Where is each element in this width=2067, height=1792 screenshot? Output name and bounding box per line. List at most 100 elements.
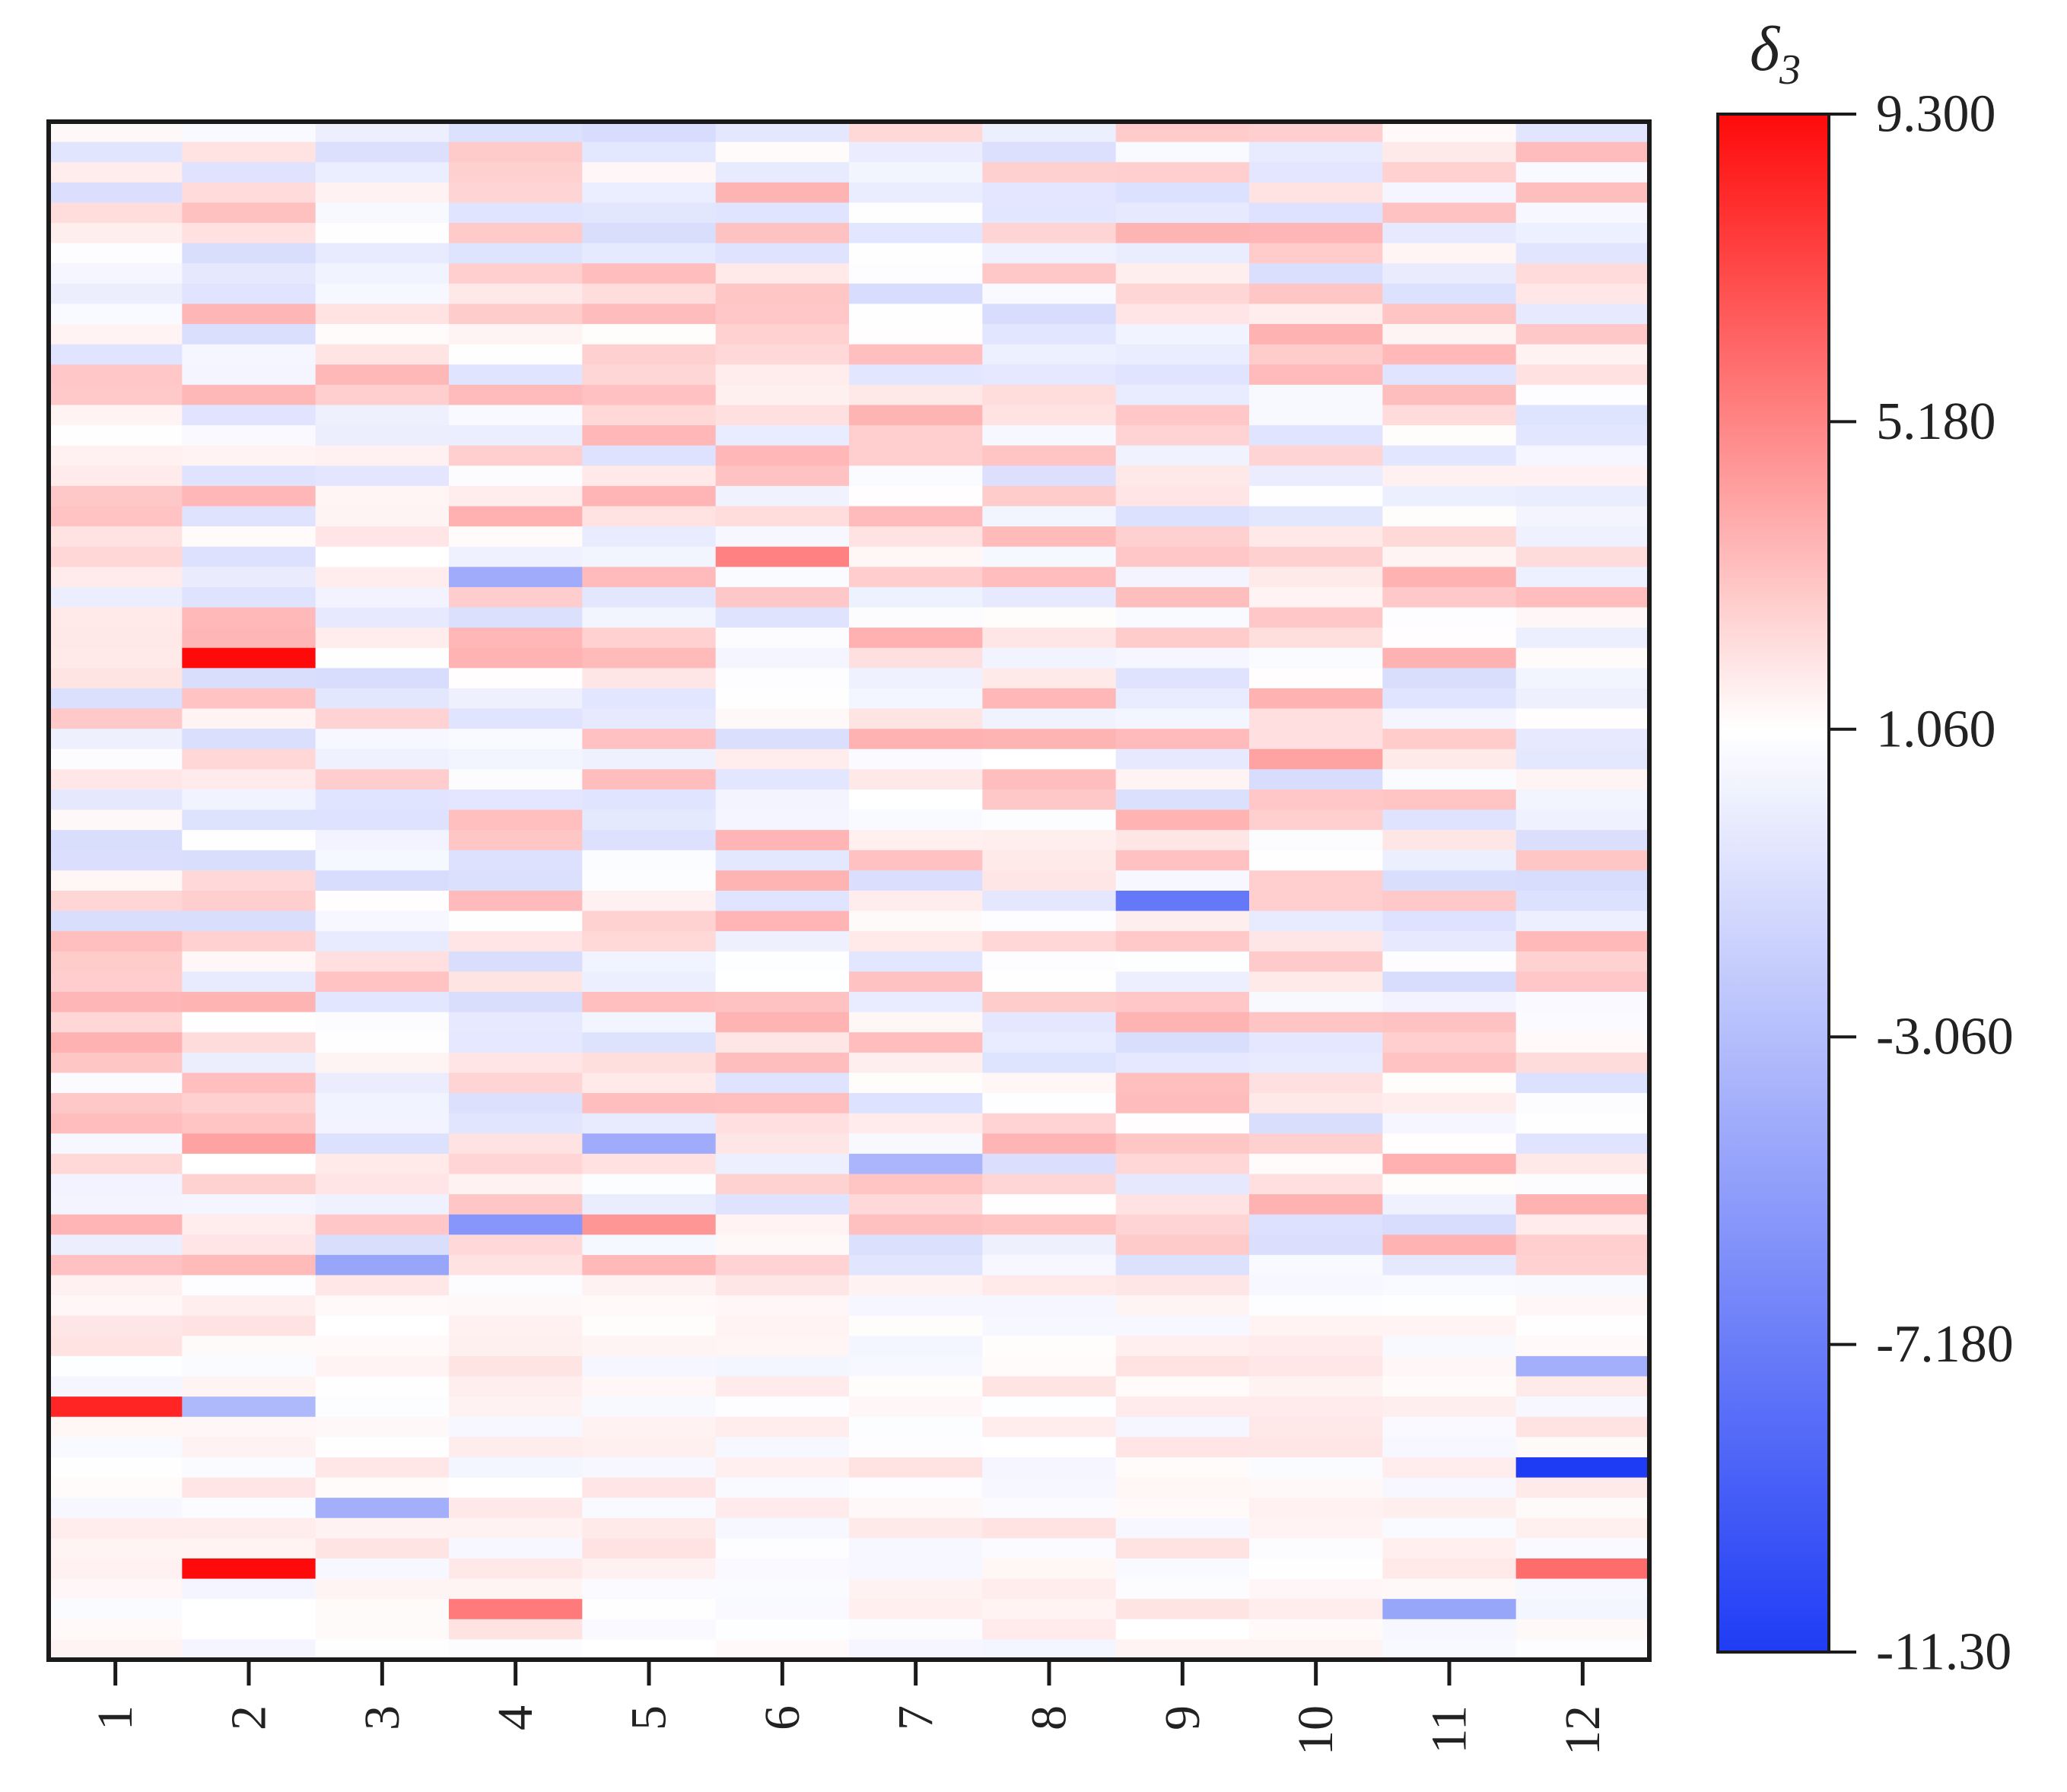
heatmap-cell [182, 122, 316, 143]
heatmap-cell [315, 1498, 450, 1519]
heatmap-cell [1515, 243, 1650, 264]
heatmap-cell [1115, 1558, 1250, 1580]
heatmap-cell [182, 870, 316, 891]
heatmap-cell [449, 1619, 583, 1640]
heatmap-cell [315, 1599, 450, 1620]
heatmap-cell [849, 1599, 983, 1620]
heatmap-cell [449, 647, 583, 669]
heatmap-cell [1249, 647, 1383, 669]
heatmap-cell [1249, 1599, 1383, 1620]
heatmap-cell [182, 607, 316, 628]
heatmap-cell [582, 1194, 717, 1215]
heatmap-cell [49, 992, 183, 1013]
heatmap-cell [982, 830, 1117, 851]
heatmap-cell [1249, 628, 1383, 649]
heatmap-cell [1115, 506, 1250, 527]
heatmap-cell [849, 1295, 983, 1317]
heatmap-cell [1515, 506, 1650, 527]
heatmap-cell [1515, 1113, 1650, 1134]
heatmap-cell [1115, 141, 1250, 163]
heatmap-cell [1515, 1355, 1650, 1377]
heatmap-cell [1115, 1072, 1250, 1094]
heatmap-cell [315, 628, 450, 649]
heatmap-cell [849, 1437, 983, 1458]
heatmap-cell [849, 809, 983, 831]
heatmap-cell [1249, 809, 1383, 831]
heatmap-cell [715, 405, 850, 426]
heatmap-cell [182, 1538, 316, 1559]
heatmap-cell [182, 891, 316, 912]
heatmap-cell [1249, 789, 1383, 811]
heatmap-cell [715, 1477, 850, 1498]
heatmap-cell [1115, 1538, 1250, 1559]
heatmap-cell [582, 384, 717, 406]
heatmap-cell [1382, 182, 1517, 204]
heatmap-cell [715, 1355, 850, 1377]
heatmap-cell [982, 647, 1117, 669]
heatmap-cell [315, 910, 450, 932]
heatmap-cell [1382, 1052, 1517, 1074]
heatmap-cell [1115, 748, 1250, 770]
heatmap-cell [49, 1133, 183, 1155]
heatmap-cell [1382, 1012, 1517, 1033]
heatmap-cell [1515, 122, 1650, 143]
heatmap-cell [49, 607, 183, 628]
heatmap-cell [1249, 1376, 1383, 1397]
heatmap-cell [1382, 992, 1517, 1013]
heatmap-cell [982, 1639, 1117, 1660]
heatmap-cell [1382, 324, 1517, 345]
heatmap-cell [315, 1012, 450, 1033]
heatmap-cell [182, 1234, 316, 1256]
heatmap-cell [49, 1113, 183, 1134]
heatmap-cell [49, 405, 183, 426]
heatmap-cell [315, 688, 450, 710]
heatmap-cell [1515, 830, 1650, 851]
colorbar: δ3 9.300 5.180 1.060 -3.060 -7.180 -11.30 [1716, 14, 2014, 1682]
heatmap-cell [315, 465, 450, 487]
heatmap-cell [1382, 688, 1517, 710]
heatmap-cell [182, 992, 316, 1013]
heatmap-cell [315, 1457, 450, 1479]
heatmap-cell [1115, 951, 1250, 973]
heatmap-cell [715, 1437, 850, 1458]
heatmap-cell [315, 951, 450, 973]
heatmap-cell [1249, 425, 1383, 446]
heatmap-cell [715, 748, 850, 770]
heatmap-cell [715, 141, 850, 163]
heatmap-cell [315, 1113, 450, 1134]
heatmap-cell [49, 1355, 183, 1377]
heatmap-cell [1382, 223, 1517, 244]
heatmap-cell [449, 789, 583, 811]
heatmap-cell [849, 141, 983, 163]
heatmap-cell [849, 992, 983, 1013]
heatmap-cell [49, 425, 183, 446]
heatmap-cell [1115, 910, 1250, 932]
heatmap-cell [182, 364, 316, 386]
heatmap-cell [582, 567, 717, 588]
heatmap-cell [49, 364, 183, 386]
heatmap-cell [49, 546, 183, 567]
heatmap-cell [582, 1416, 717, 1438]
heatmap-cell [715, 283, 850, 305]
heatmap-cell [1382, 708, 1517, 729]
heatmap-cell [715, 344, 850, 365]
heatmap-cell [1115, 1194, 1250, 1215]
heatmap-cell [1382, 1315, 1517, 1336]
heatmap-cell [182, 1254, 316, 1276]
heatmap-cell [1115, 445, 1250, 466]
heatmap-cell [1515, 223, 1650, 244]
heatmap-cell [982, 546, 1117, 567]
heatmap-cell [449, 1639, 583, 1660]
heatmap-cell [1249, 1234, 1383, 1256]
heatmap-cell [315, 141, 450, 163]
heatmap-cell [49, 1639, 183, 1660]
heatmap-cell [182, 1093, 316, 1114]
heatmap-cell [1115, 1153, 1250, 1175]
heatmap-cell [449, 1477, 583, 1498]
heatmap-cell [849, 850, 983, 871]
heatmap-cell [1382, 445, 1517, 466]
heatmap-cell [1115, 1295, 1250, 1317]
heatmap-cell [182, 526, 316, 548]
heatmap-cell [1382, 931, 1517, 952]
